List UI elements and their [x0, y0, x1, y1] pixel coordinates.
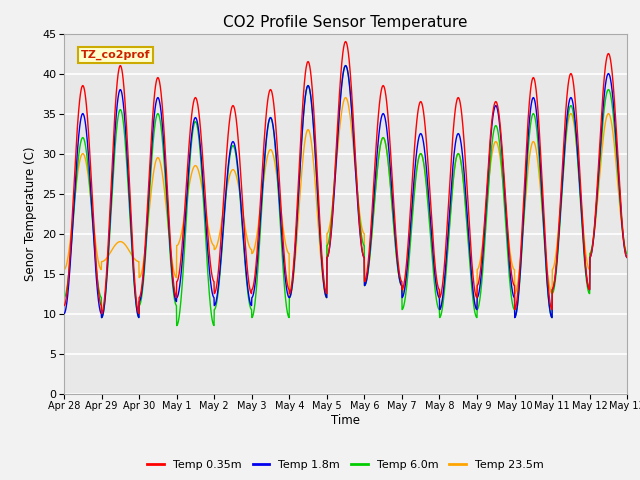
Y-axis label: Senor Temperature (C): Senor Temperature (C) — [24, 146, 36, 281]
Text: TZ_co2prof: TZ_co2prof — [81, 50, 150, 60]
X-axis label: Time: Time — [331, 414, 360, 427]
Legend: Temp 0.35m, Temp 1.8m, Temp 6.0m, Temp 23.5m: Temp 0.35m, Temp 1.8m, Temp 6.0m, Temp 2… — [143, 456, 548, 474]
Title: CO2 Profile Sensor Temperature: CO2 Profile Sensor Temperature — [223, 15, 468, 30]
